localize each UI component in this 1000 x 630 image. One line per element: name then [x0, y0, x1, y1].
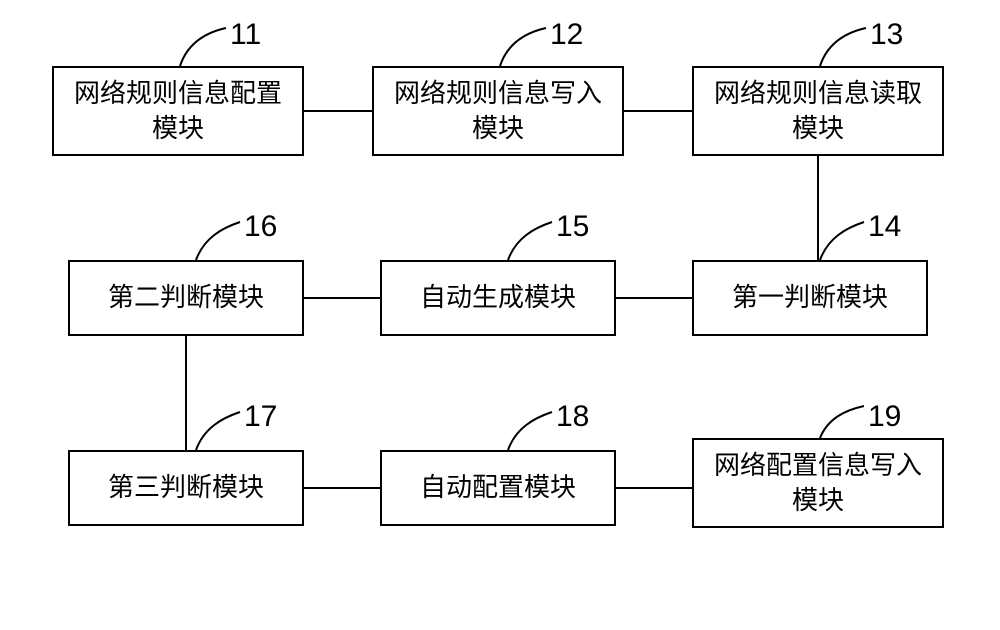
callout-curve: [180, 28, 226, 66]
node-18-text: 自动配置模块: [420, 470, 576, 505]
label-18: 18: [556, 400, 589, 434]
node-15-text: 自动生成模块: [420, 280, 576, 315]
callout-curve: [820, 222, 864, 260]
diagram-canvas: 网络规则信息配置模块 网络规则信息写入模块 网络规则信息读取模块 第一判断模块 …: [0, 0, 1000, 630]
callout-curve: [500, 28, 546, 66]
label-11: 11: [230, 18, 261, 52]
callout-curve: [508, 412, 552, 450]
node-13-text: 网络规则信息读取模块: [702, 76, 934, 146]
node-12: 网络规则信息写入模块: [372, 66, 624, 156]
callout-curve: [196, 222, 240, 260]
callout-curve: [508, 222, 552, 260]
label-19: 19: [868, 400, 901, 434]
node-16: 第二判断模块: [68, 260, 304, 336]
node-17: 第三判断模块: [68, 450, 304, 526]
node-18: 自动配置模块: [380, 450, 616, 526]
node-14-text: 第一判断模块: [732, 280, 888, 315]
node-13: 网络规则信息读取模块: [692, 66, 944, 156]
node-15: 自动生成模块: [380, 260, 616, 336]
label-13: 13: [870, 18, 903, 52]
callout-curve: [196, 412, 240, 450]
node-19: 网络配置信息写入模块: [692, 438, 944, 528]
node-12-text: 网络规则信息写入模块: [382, 76, 614, 146]
callout-curve: [820, 28, 866, 66]
label-16: 16: [244, 210, 277, 244]
node-17-text: 第三判断模块: [108, 470, 264, 505]
node-14: 第一判断模块: [692, 260, 928, 336]
label-15: 15: [556, 210, 589, 244]
label-17: 17: [244, 400, 277, 434]
node-16-text: 第二判断模块: [108, 280, 264, 315]
label-12: 12: [550, 18, 583, 52]
callout-curve: [820, 406, 864, 438]
node-11: 网络规则信息配置模块: [52, 66, 304, 156]
node-19-text: 网络配置信息写入模块: [702, 448, 934, 518]
node-11-text: 网络规则信息配置模块: [62, 76, 294, 146]
label-14: 14: [868, 210, 901, 244]
